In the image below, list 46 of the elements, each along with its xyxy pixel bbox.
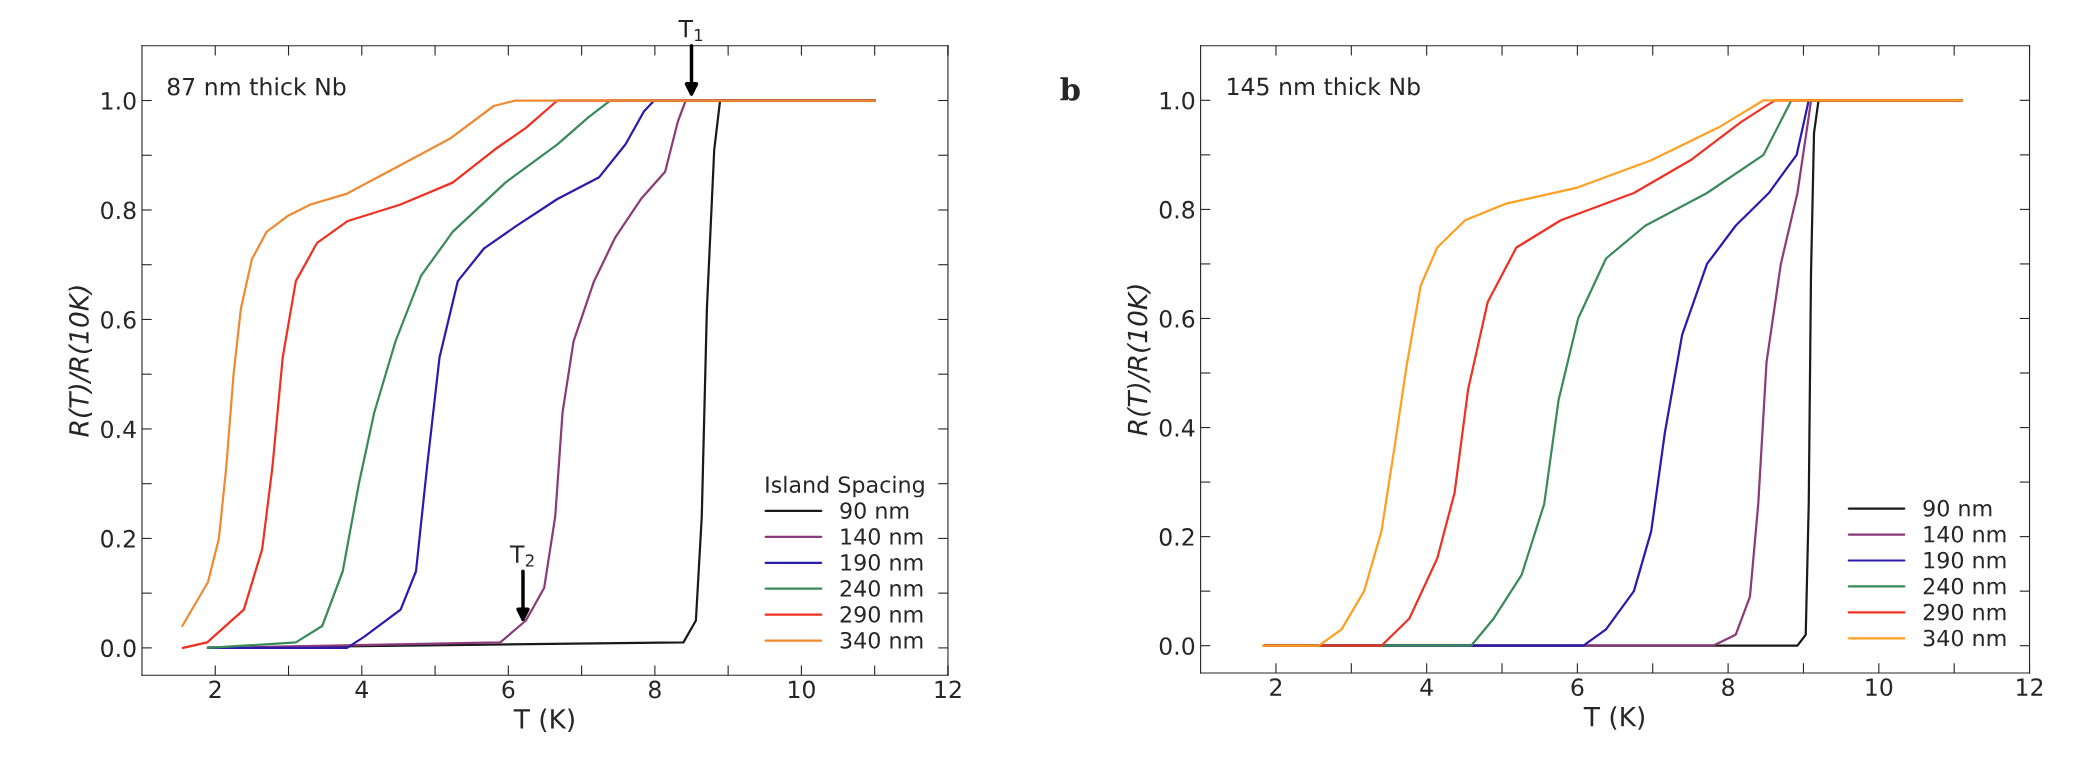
annotation: 145 nm thick Nb: [1228, 77, 1420, 96]
legend-title: Island Spacing: [766, 475, 924, 498]
x-tick-label: 6: [502, 680, 515, 699]
legend-label: 290 nm: [1923, 603, 2006, 621]
y-axis-title: R(T)/R(10K): [1127, 285, 1151, 436]
legend-label: 140 nm: [1924, 525, 2006, 543]
y-tick-label: 0.0: [101, 639, 136, 658]
x-tick-label: 2: [1270, 678, 1282, 696]
y-tick-label: 0.2: [1159, 528, 1194, 546]
y-tick-label: 0.8: [1159, 200, 1195, 219]
x-tick-label: 8: [648, 680, 661, 699]
legend-label: 240 nm: [840, 580, 923, 597]
y-tick-label: 0.8: [101, 201, 136, 220]
legend-label: 190 nm: [841, 554, 923, 571]
x-tick-label: 4: [355, 680, 368, 699]
y-tick-label: 0.6: [101, 310, 136, 329]
text: b: [1060, 77, 1080, 101]
legend-label: 190 nm: [1924, 551, 2006, 569]
y-tick-label: 0.2: [101, 529, 135, 548]
y-tick-label: 0.4: [1159, 418, 1195, 437]
legend-label: 290 nm: [840, 605, 923, 623]
y-tick-label: 1.0: [1160, 91, 1195, 110]
x-tick-label: 10: [1866, 678, 1893, 697]
legend-label: 240 nm: [1923, 577, 2006, 595]
y-tick-label: 0.0: [1159, 637, 1195, 655]
y-tick-label: 0.6: [1159, 309, 1195, 328]
x-axis-title: T (K): [1583, 706, 1644, 730]
annotation: T$_{1}$: [678, 20, 703, 42]
legend-label: 340 nm: [1923, 629, 2006, 647]
y-tick-label: 0.4: [101, 420, 136, 439]
y-tick-label: 1.0: [102, 91, 136, 110]
annotation: T$_{2}$: [509, 545, 534, 567]
x-tick-label: 10: [788, 680, 815, 699]
y-axis-title: R(T)/R(10K): [68, 286, 93, 437]
legend-label: 90 nm: [1923, 499, 1992, 517]
annotation: 87 nm thick Nb: [167, 77, 346, 96]
legend-label: 90 nm: [840, 502, 909, 519]
x-tick-label: 4: [1420, 678, 1433, 696]
x-tick-label: 12: [935, 680, 961, 699]
x-tick-label: 12: [2017, 678, 2043, 696]
x-axis-title: T (K): [513, 708, 574, 733]
x-tick-label: 6: [1571, 678, 1584, 697]
x-tick-label: 8: [1722, 678, 1734, 697]
legend-label: 140 nm: [841, 528, 923, 545]
legend-label: 340 nm: [840, 631, 923, 649]
x-tick-label: 2: [209, 680, 221, 699]
